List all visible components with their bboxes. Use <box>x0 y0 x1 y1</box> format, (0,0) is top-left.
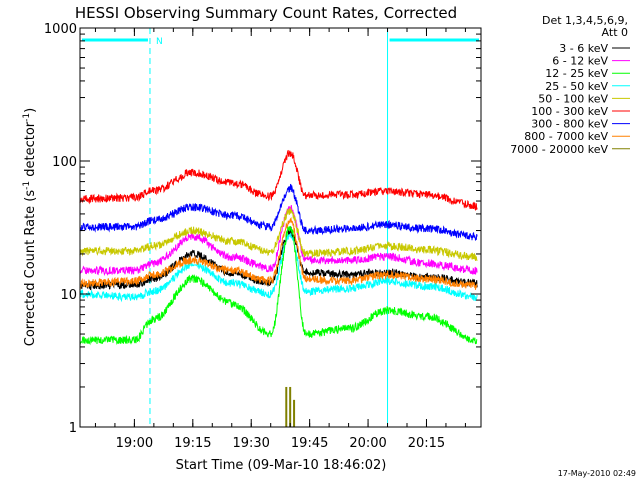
legend-label: 100 - 300 keV <box>531 105 608 118</box>
x-tick-label: 20:15 <box>408 436 445 451</box>
series-line <box>79 204 478 277</box>
series-lines <box>79 149 478 427</box>
series-line <box>79 230 478 303</box>
x-tick-label: 20:00 <box>349 436 386 451</box>
legend-label: 800 - 7000 keV <box>524 130 608 143</box>
y-axis-label: Corrected Count Rate (s-1 detector-1) <box>22 108 38 346</box>
date-stamp: 17-May-2010 02:49 <box>558 469 636 478</box>
x-tick-label: 19:00 <box>116 436 153 451</box>
series-bar <box>289 386 292 427</box>
series-bar <box>285 386 288 427</box>
series-bar <box>293 399 296 427</box>
legend-header: Att 0 <box>602 26 628 39</box>
series-line <box>79 225 478 346</box>
night-label: N <box>156 37 163 47</box>
chart-title: HESSI Observing Summary Count Rates, Cor… <box>75 4 457 22</box>
series-line <box>79 149 478 211</box>
y-tick-label: 1000 <box>44 22 77 37</box>
x-axis-label: Start Time (09-Mar-10 18:46:02) <box>176 458 387 473</box>
y-tick-label: 10 <box>60 288 77 303</box>
legend-header: Det 1,3,4,5,6,9, <box>542 14 628 27</box>
legend-label: 3 - 6 keV <box>559 42 608 55</box>
y-tick-label: 100 <box>52 155 77 170</box>
legend-label: 300 - 800 keV <box>531 118 608 131</box>
legend-label: 25 - 50 keV <box>545 80 608 93</box>
x-tick-label: 19:15 <box>174 436 211 451</box>
series-line <box>79 183 478 241</box>
legend-label: 12 - 25 keV <box>545 67 608 80</box>
axes: 19:00 19:15 19:30 19:45 20:00 20:15 1 10 100 1000 <box>44 22 481 451</box>
y-tick-label: 1 <box>69 421 77 436</box>
series-line <box>79 206 478 261</box>
legend-label: 7000 - 20000 keV <box>510 143 608 156</box>
x-tick-label: 19:30 <box>232 436 269 451</box>
x-tick-label: 19:45 <box>291 436 328 451</box>
legend-label: 50 - 100 keV <box>538 92 608 105</box>
series-line <box>79 217 478 290</box>
legend-label: 6 - 12 keV <box>552 55 608 68</box>
plot-frame <box>79 27 482 428</box>
